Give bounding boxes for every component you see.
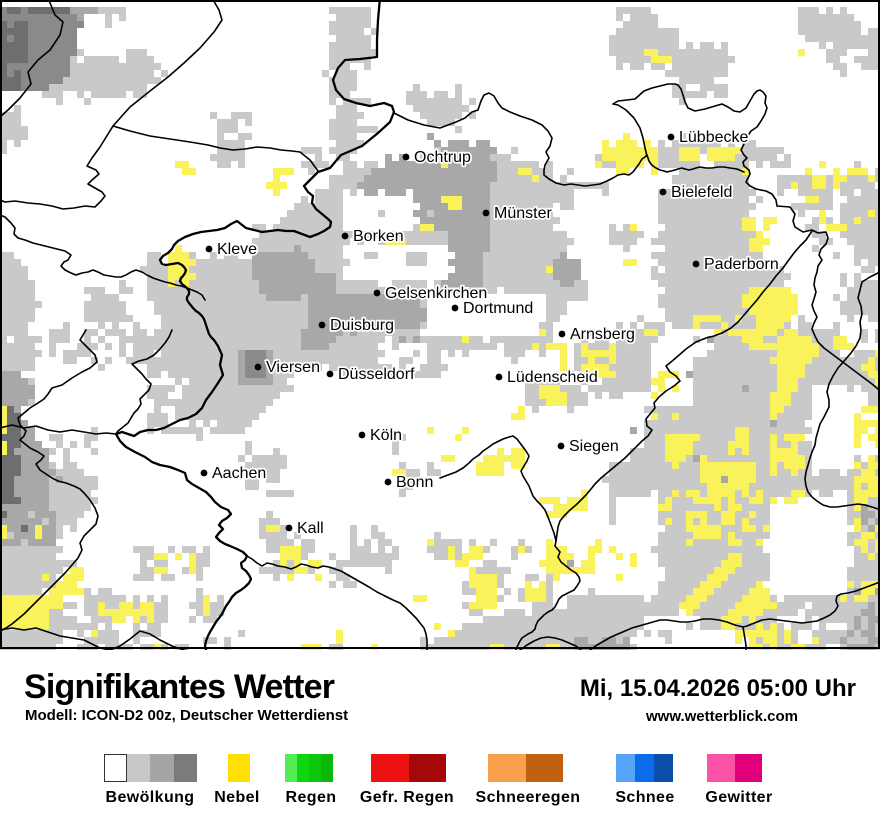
svg-text:Düsseldorf: Düsseldorf xyxy=(338,366,415,383)
svg-text:Kleve: Kleve xyxy=(217,241,257,258)
svg-text:Bonn: Bonn xyxy=(396,474,433,491)
svg-text:Köln: Köln xyxy=(370,427,402,444)
svg-text:Gelsenkirchen: Gelsenkirchen xyxy=(385,285,487,302)
svg-text:Lüdenscheid: Lüdenscheid xyxy=(507,369,598,386)
svg-text:Aachen: Aachen xyxy=(212,465,266,482)
svg-text:Siegen: Siegen xyxy=(569,438,619,455)
svg-text:Viersen: Viersen xyxy=(266,359,320,376)
svg-text:Paderborn: Paderborn xyxy=(704,256,779,273)
svg-text:Kall: Kall xyxy=(297,520,324,537)
svg-text:Lübbecke: Lübbecke xyxy=(679,129,748,146)
svg-text:Ochtrup: Ochtrup xyxy=(414,149,471,166)
svg-text:Duisburg: Duisburg xyxy=(330,317,394,334)
svg-text:Bielefeld: Bielefeld xyxy=(671,184,732,201)
svg-text:Arnsberg: Arnsberg xyxy=(570,326,635,343)
svg-text:Dortmund: Dortmund xyxy=(463,300,533,317)
svg-text:Borken: Borken xyxy=(353,228,404,245)
svg-text:Münster: Münster xyxy=(494,205,552,222)
